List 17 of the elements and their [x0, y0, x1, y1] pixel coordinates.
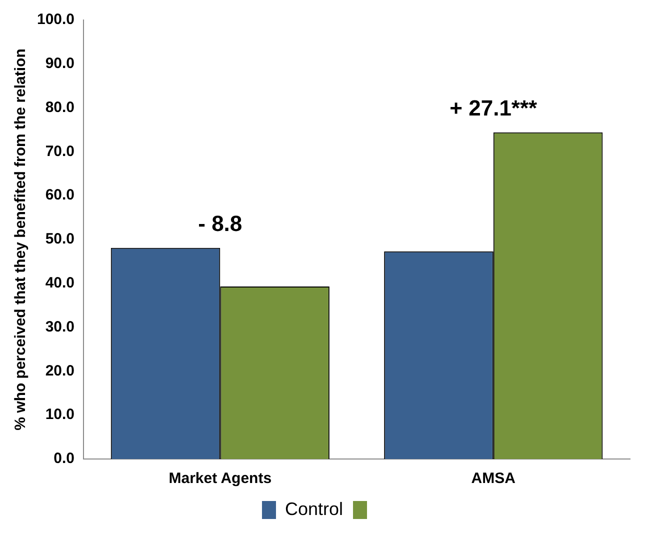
y-tick-label: 80.0 [45, 98, 75, 116]
y-tick-label: 50.0 [45, 230, 75, 248]
y-tick-label: 70.0 [45, 142, 75, 160]
y-tick-label: 60.0 [45, 186, 75, 204]
y-tick-label: 90.0 [45, 55, 75, 72]
x-tick-label: Market Agents [168, 470, 272, 488]
y-tick-label: 40.0 [45, 274, 75, 292]
x-tick-label: AMSA [471, 470, 516, 488]
y-tick-label: 10.0 [45, 406, 75, 424]
legend-label: Control [284, 498, 344, 519]
annotation: + 27.1*** [450, 95, 538, 120]
y-tick-label: 30.0 [45, 318, 75, 336]
y-tick-label: 0.0 [54, 450, 75, 468]
y-axis-title: % who perceived that they benefited from the relation [12, 48, 30, 430]
annotation: - 8.8 [198, 210, 242, 236]
y-tick-label: 100.0 [36, 11, 75, 28]
y-tick-label: 20.0 [45, 362, 75, 380]
